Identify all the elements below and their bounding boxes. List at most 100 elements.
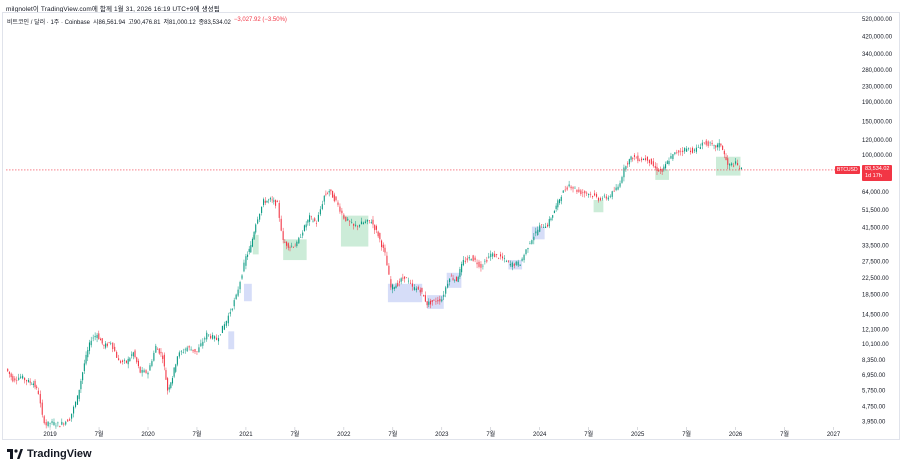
- candle-body: [321, 204, 323, 209]
- candle-body: [24, 377, 26, 381]
- candle-body: [689, 150, 692, 153]
- candle-body: [198, 347, 200, 353]
- candle-body: [429, 300, 432, 305]
- candle-body: [243, 262, 245, 272]
- candle-body: [539, 225, 541, 232]
- candle-body: [605, 196, 607, 199]
- candle-body: [90, 340, 92, 346]
- highlight-zone: [716, 156, 741, 176]
- candle-body: [405, 277, 408, 279]
- candle-body: [578, 189, 580, 192]
- candle-body: [424, 295, 426, 302]
- highlight-zone: [427, 295, 444, 309]
- candle-body: [594, 193, 596, 196]
- candle-body: [55, 425, 57, 427]
- candle-body: [566, 187, 568, 190]
- candle-body: [729, 163, 731, 166]
- candle-body: [248, 248, 250, 252]
- candle-body: [691, 147, 694, 153]
- candle-body: [738, 168, 741, 169]
- candle-body: [49, 422, 51, 424]
- candle-body: [381, 240, 383, 248]
- y-tick-label: 41,500.00: [862, 226, 889, 232]
- candle-body: [237, 289, 239, 296]
- highlight-zone: [283, 239, 307, 261]
- candle-body: [45, 422, 47, 426]
- candle-body: [278, 202, 280, 218]
- candle-body: [597, 197, 600, 201]
- candle-body: [648, 159, 650, 163]
- y-tick-label: 27,500.00: [862, 260, 889, 266]
- candle-body: [47, 421, 49, 426]
- candle-body: [284, 241, 286, 243]
- candle-body: [392, 284, 394, 290]
- candle-body: [328, 191, 330, 193]
- candle-body: [550, 218, 552, 221]
- candle-body: [570, 186, 572, 189]
- candle-body: [680, 150, 682, 152]
- candle-body: [488, 256, 490, 258]
- candle-body: [480, 264, 482, 268]
- candle-body: [644, 158, 647, 161]
- y-tick-label: 230,000.00: [862, 84, 893, 90]
- candle-body: [53, 422, 55, 425]
- candle-body: [105, 343, 107, 348]
- candle-body: [286, 241, 288, 246]
- tradingview-logo[interactable]: TradingView: [7, 448, 92, 460]
- legend-open: 시86,561.94: [93, 20, 126, 26]
- candle-body: [441, 299, 443, 302]
- candle-body: [158, 348, 160, 354]
- candle-body: [720, 143, 722, 146]
- candle-body: [368, 220, 370, 221]
- candle-body: [132, 352, 134, 357]
- candle-body: [494, 253, 496, 258]
- candle-body: [505, 260, 507, 262]
- candle-body: [474, 257, 476, 260]
- candle-body: [695, 147, 697, 152]
- candle-body: [289, 247, 291, 248]
- candle-body: [227, 315, 229, 324]
- candle-body: [360, 221, 363, 225]
- tradingview-logo-text: TradingView: [27, 448, 92, 460]
- candle-body: [592, 196, 594, 198]
- candle-body: [194, 349, 196, 352]
- candle-body: [168, 387, 170, 390]
- candle-body: [10, 373, 12, 378]
- x-tick-label: 7월: [95, 430, 104, 438]
- candle-body: [733, 165, 735, 167]
- legend-change: −3,027.92 (−3.50%): [233, 17, 287, 23]
- candle-body: [507, 260, 509, 262]
- candle-body: [273, 200, 275, 202]
- candle-body: [165, 370, 167, 380]
- candle-body: [31, 384, 33, 385]
- candle-body: [457, 276, 459, 282]
- candle-body: [384, 247, 386, 253]
- candle-body: [535, 231, 537, 234]
- candle-body: [521, 258, 523, 261]
- candle-body: [548, 219, 550, 227]
- candle-body: [668, 160, 670, 165]
- candle-body: [7, 368, 9, 372]
- candle-body: [511, 262, 513, 268]
- candle-body: [736, 163, 739, 166]
- candle-body: [665, 164, 667, 169]
- candle-body: [621, 177, 623, 183]
- candle-body: [307, 219, 309, 223]
- candle-body: [83, 363, 85, 372]
- candle-body: [517, 261, 519, 266]
- candle-body: [206, 332, 208, 340]
- candle-body: [547, 224, 549, 227]
- candle-body: [332, 191, 334, 198]
- chart-legend: 비트코인 / 달러 · 1주 · Coinbase 시86,561.94 고90…: [7, 17, 287, 26]
- candle-body: [245, 256, 247, 266]
- candle-body: [121, 360, 124, 362]
- candle-body: [241, 275, 243, 279]
- candle-body: [231, 308, 233, 311]
- candle-body: [182, 351, 184, 353]
- price-axis: 3,950.00 4,750.00 5,750.00 6,950.00 8,350.00…: [862, 17, 893, 425]
- candle-body: [280, 218, 282, 231]
- candle-body: [110, 343, 112, 344]
- candle-body: [349, 221, 351, 222]
- candle-body: [635, 157, 637, 159]
